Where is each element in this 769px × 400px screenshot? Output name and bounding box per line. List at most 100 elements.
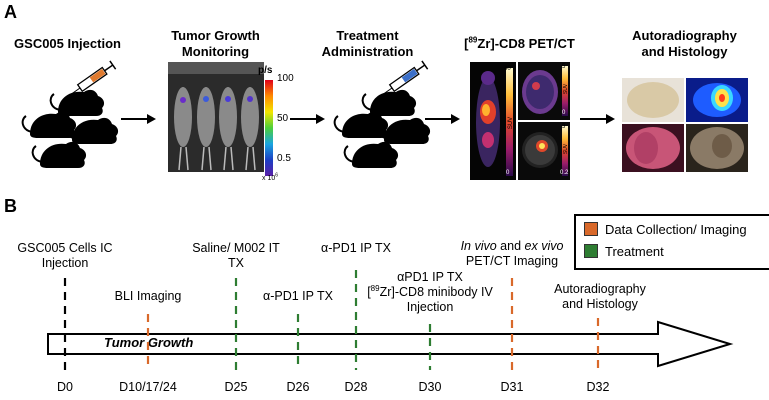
event-d31-italic-2: ex vivo	[524, 239, 564, 253]
pet-title-sup: 89	[468, 35, 478, 45]
bli-scale-multiplier: x 106	[262, 172, 279, 182]
step-title-injection-text: GSC005 Injection	[14, 36, 121, 51]
event-d25-line2: TX	[228, 256, 244, 270]
event-d0-line2: Injection	[41, 256, 89, 270]
pet-scale-2-max: 5	[562, 64, 566, 70]
pet-color-scale-3	[562, 126, 568, 176]
bli-color-scale	[265, 80, 273, 176]
mice-group-treatment	[333, 60, 432, 169]
syringe-icon	[380, 60, 429, 97]
bli-multiplier-exp: 6	[275, 172, 279, 179]
pet-scale-label: SUV	[508, 116, 515, 130]
arrow-right-icon	[290, 114, 325, 124]
he-stain-section	[622, 124, 684, 172]
pet-brain-axial-image: 5 0 SUV	[518, 62, 570, 120]
event-d10-label: BLI Imaging	[98, 289, 198, 304]
step-title-monitoring-line2: Monitoring	[181, 44, 250, 59]
event-d30-line2-text: Zr]-CD8 minibody IV	[379, 285, 493, 299]
legend-label-treatment: Treatment	[605, 243, 664, 259]
event-d30-line2-prefix: [	[367, 285, 371, 299]
day-label-d32: D32	[586, 380, 610, 394]
legend-item-imaging: Data Collection/ Imaging	[584, 218, 768, 240]
day-label-d0: D0	[57, 380, 73, 394]
pet-color-scale	[506, 68, 513, 176]
bli-scale-max: 100	[277, 73, 294, 84]
pet-brain-axial-picture	[522, 70, 558, 114]
bli-image	[168, 62, 264, 172]
step-title-treatment-line2: Administration	[321, 44, 414, 59]
pet-title-suffix: Zr]-CD8 PET/CT	[477, 36, 575, 51]
event-d31-italic-1: In vivo	[460, 239, 497, 253]
timeline-arrow	[47, 320, 734, 368]
mouse-icon	[361, 88, 418, 117]
step-title-monitoring: Tumor Growth Monitoring	[158, 28, 273, 60]
he-stain-picture	[626, 127, 680, 169]
pet-scale-3-min: 0.2	[560, 170, 569, 176]
event-d30-line2: [89Zr]-CD8 minibody IV	[355, 283, 505, 300]
event-d32-label: Autoradiography and Histology	[540, 282, 660, 312]
event-d0-line1: GSC005 Cells IC	[17, 241, 113, 255]
event-d26-line1: α-PD1 IP TX	[263, 289, 333, 303]
histology-brain-picture	[627, 82, 679, 118]
panel-b-letter: B	[4, 196, 17, 216]
arrow-right-icon	[121, 114, 156, 124]
pet-scale-3-max: 3	[562, 124, 566, 130]
autoradiography-picture	[693, 83, 741, 117]
step-title-pet: [89Zr]-CD8 PET/CT	[452, 36, 587, 52]
event-d30-line2-sup: 89	[370, 283, 380, 293]
legend-swatch-imaging	[584, 222, 598, 236]
event-d31-line2: PET/CT Imaging	[465, 254, 559, 268]
event-d31-mid: and	[496, 239, 525, 253]
ihc-stain-section	[686, 124, 748, 172]
event-d26-label: α-PD1 IP TX	[248, 289, 348, 304]
event-d31-line1: In vivo and ex vivo	[442, 239, 582, 254]
event-d32-line2: and Histology	[562, 297, 638, 311]
day-label-d26: D26	[286, 380, 310, 394]
pet-whole-body-image: 40 0 SUV	[470, 62, 516, 180]
histology-brain-section	[622, 78, 684, 122]
mouse-icon	[31, 140, 88, 169]
bli-scale-low: 0.5	[277, 153, 291, 164]
day-label-d10: D10/17/24	[119, 380, 177, 394]
ihc-stain-picture	[690, 127, 744, 169]
event-d25-line1: Saline/ M002 IT	[192, 241, 280, 255]
bli-unit-label: p/s	[258, 65, 273, 76]
event-d30-line1: αPD1 IP TX	[397, 270, 463, 284]
pet-title-prefix: [	[464, 36, 469, 51]
event-d28-label: α-PD1 IP TX	[306, 241, 406, 256]
pet-scale-2-label: SUV	[563, 83, 570, 95]
event-d30-line3: Injection	[406, 300, 454, 314]
day-label-d30: D30	[418, 380, 442, 394]
legend-swatch-treatment	[584, 244, 598, 258]
event-d25-label: Saline/ M002 IT TX	[176, 241, 296, 271]
syringe-icon	[68, 60, 117, 97]
bli-mice-picture	[168, 62, 264, 172]
arrow-right-icon	[580, 114, 615, 124]
step-title-autorad-line2: and Histology	[641, 44, 728, 59]
event-d31-label: In vivo and ex vivo PET/CT Imaging	[442, 239, 582, 269]
legend-item-treatment: Treatment	[584, 240, 768, 262]
step-title-treatment: Treatment Administration	[305, 28, 430, 60]
mouse-icon	[343, 140, 400, 169]
legend: Data Collection/ Imaging Treatment	[574, 214, 769, 270]
autoradiography-section	[686, 78, 748, 122]
step-title-autorad-line1: Autoradiography	[632, 28, 737, 43]
event-d32-line1: Autoradiography	[554, 282, 646, 296]
timeline-ticks	[63, 270, 600, 370]
pet-scale-2-min: 0	[562, 110, 566, 116]
mice-group-injection	[21, 60, 120, 169]
step-title-monitoring-line1: Tumor Growth	[171, 28, 260, 43]
legend-label-imaging: Data Collection/ Imaging	[605, 221, 747, 237]
step-title-autorad: Autoradiography and Histology	[612, 28, 757, 60]
event-d10-line1: BLI Imaging	[114, 289, 182, 303]
pet-brain-coronal-image: 3 0.2 SUV	[518, 122, 570, 180]
bli-scale-mid: 50	[277, 113, 289, 124]
event-d0-label: GSC005 Cells IC Injection	[5, 241, 125, 271]
panel-a-letter: A	[4, 2, 17, 22]
pet-whole-body-picture	[476, 71, 500, 167]
bli-multiplier-text: x 10	[262, 175, 276, 182]
day-label-d31: D31	[500, 380, 524, 394]
event-d28-line1: α-PD1 IP TX	[321, 241, 391, 255]
pet-scale-3-label: SUV	[563, 143, 570, 155]
mouse-icon	[49, 88, 106, 117]
